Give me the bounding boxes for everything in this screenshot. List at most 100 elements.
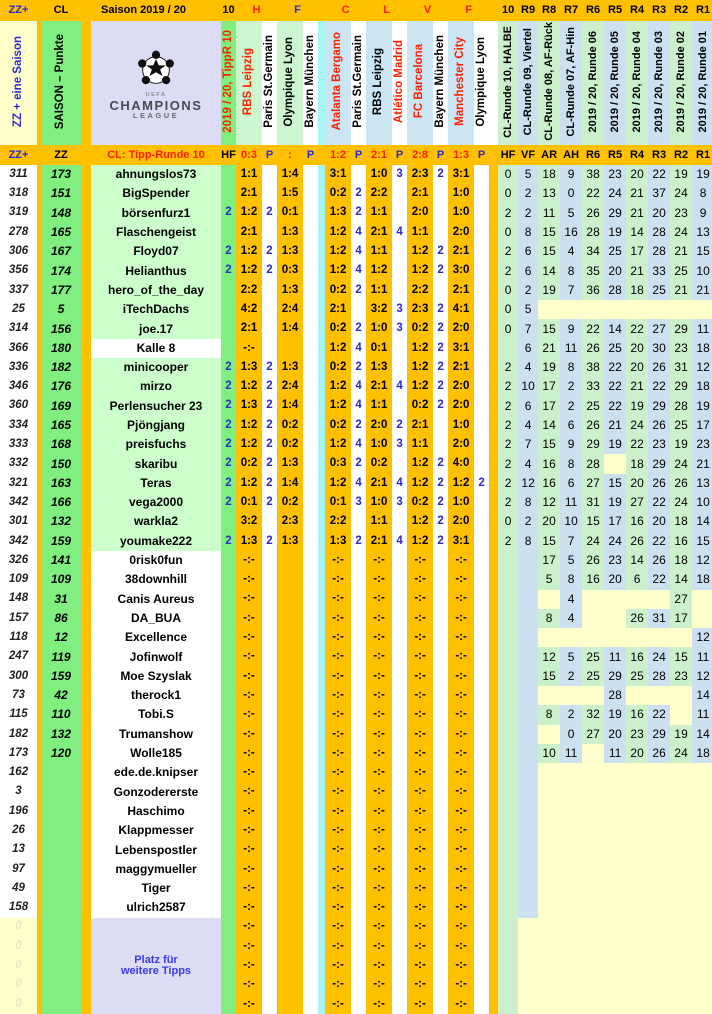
tip-b3[interactable]: -:-	[407, 898, 434, 918]
tip-a1[interactable]: 2:1	[236, 222, 262, 243]
tip-a2[interactable]: 1:4	[277, 319, 304, 339]
tip-a1[interactable]: 1:3	[236, 531, 262, 551]
tip-b4[interactable]: 1:0	[448, 203, 475, 223]
tip-b3[interactable]: -:-	[407, 724, 434, 744]
tip-b2[interactable]: 1:1	[366, 280, 393, 301]
tip-b3[interactable]: 1:2	[407, 338, 434, 358]
tip-b2[interactable]: 1:0	[366, 165, 393, 185]
tip-a1[interactable]: -:-	[236, 628, 262, 648]
tip-b4[interactable]: 2:0	[448, 319, 475, 339]
tip-b4[interactable]: 1:0	[448, 415, 475, 436]
tip-b1[interactable]: 0:3	[325, 454, 352, 474]
tip-b1[interactable]: -:-	[325, 936, 352, 957]
tip-b1[interactable]: -:-	[325, 840, 352, 860]
tip-b1[interactable]: -:-	[325, 570, 352, 590]
tip-a2[interactable]	[277, 878, 304, 899]
tip-a2[interactable]: 1:3	[277, 531, 304, 551]
tip-b4[interactable]: -:-	[448, 782, 475, 802]
tip-b2[interactable]: -:-	[366, 956, 393, 976]
tip-b1[interactable]: 1:2	[325, 338, 352, 358]
tip-a1[interactable]: 1:2	[236, 242, 262, 262]
tip-b4[interactable]: -:-	[448, 936, 475, 957]
table-row[interactable]: 346 176 mirzo 2 1:2 2 2:4 1:2 4 2:1 4 1:2 2 2:0 2 10 17 2…	[0, 377, 712, 397]
tip-b1[interactable]: 3:1	[325, 165, 352, 185]
tip-b3[interactable]: -:-	[407, 975, 434, 995]
tip-b3[interactable]: 2:0	[407, 203, 434, 223]
table-row[interactable]: 0 Platz für weitere Tipps -:- -:- -:- -:- -:-	[0, 917, 712, 1014]
tip-b4[interactable]: -:-	[448, 878, 475, 899]
tip-a1[interactable]: -:-	[236, 570, 262, 590]
tip-a2[interactable]: 1:3	[277, 454, 304, 474]
tip-a1[interactable]: -:-	[236, 763, 262, 783]
tip-b3[interactable]: -:-	[407, 647, 434, 667]
tip-b3[interactable]: -:-	[407, 801, 434, 822]
tip-a1[interactable]: 3:2	[236, 512, 262, 532]
tip-b3[interactable]: -:-	[407, 840, 434, 860]
tip-b2[interactable]: 2:2	[366, 184, 393, 204]
tip-b3[interactable]: -:-	[407, 628, 434, 648]
tip-b1[interactable]: 1:2	[325, 222, 352, 243]
tip-a1[interactable]: -:-	[236, 975, 262, 995]
tip-b4[interactable]: -:-	[448, 589, 475, 609]
tip-b4[interactable]: 2:0	[448, 222, 475, 243]
tip-b3[interactable]: 1:2	[407, 242, 434, 262]
tip-a1[interactable]: -:-	[236, 859, 262, 879]
tip-b2[interactable]: 2:1	[366, 473, 393, 494]
tip-b2[interactable]: 1:1	[366, 512, 393, 532]
tip-b4[interactable]: -:-	[448, 743, 475, 764]
tip-a1[interactable]: -:-	[236, 917, 262, 937]
nickname[interactable]: Tiger	[91, 878, 221, 899]
tip-a2[interactable]	[277, 628, 304, 648]
nickname[interactable]: börsenfurz1	[91, 203, 221, 223]
tip-b3[interactable]: -:-	[407, 743, 434, 764]
nickname[interactable]: joe.17	[91, 319, 221, 339]
nickname[interactable]: BigSpender	[91, 184, 221, 204]
tip-a2[interactable]: 2:3	[277, 512, 304, 532]
tip-a2[interactable]: 0:2	[277, 415, 304, 436]
tip-b2[interactable]: 2:0	[366, 415, 393, 436]
tip-b4[interactable]: -:-	[448, 859, 475, 879]
tip-b2[interactable]: -:-	[366, 840, 393, 860]
tip-a2[interactable]	[277, 686, 304, 706]
tip-a1[interactable]: 1:2	[236, 435, 262, 455]
tip-a2[interactable]	[277, 994, 304, 1014]
tip-a2[interactable]	[277, 782, 304, 802]
nickname[interactable]: Canis Aureus	[91, 589, 221, 609]
tip-b3[interactable]: 1:2	[407, 357, 434, 378]
nickname[interactable]: Perlensucher 23	[91, 396, 221, 416]
tip-a1[interactable]: -:-	[236, 801, 262, 822]
tip-a2[interactable]: 1:3	[277, 222, 304, 243]
tip-b3[interactable]: 2:2	[407, 280, 434, 301]
tip-a1[interactable]: 1:2	[236, 203, 262, 223]
tip-b2[interactable]: -:-	[366, 782, 393, 802]
tip-b2[interactable]: -:-	[366, 878, 393, 899]
tip-a2[interactable]	[277, 975, 304, 995]
tip-a1[interactable]: -:-	[236, 821, 262, 841]
tip-a2[interactable]	[277, 589, 304, 609]
tip-b1[interactable]: -:-	[325, 589, 352, 609]
table-row[interactable]: 306 167 Floyd07 2 1:2 2 1:3 1:2 4 1:1 1:2 2 2:1 2 6 15 4…	[0, 242, 712, 262]
tip-b4[interactable]: 3:1	[448, 531, 475, 551]
tip-b1[interactable]: -:-	[325, 608, 352, 629]
table-row[interactable]: 301 132 warkla2 3:2 2:3 2:2 1:1 1:2 2 2:0 0 2 20 10 15…	[0, 512, 712, 532]
tip-b2[interactable]: -:-	[366, 821, 393, 841]
tip-b1[interactable]: -:-	[325, 628, 352, 648]
tip-b2[interactable]: -:-	[366, 647, 393, 667]
tip-a1[interactable]: -:-	[236, 936, 262, 957]
tip-b3[interactable]: 0:2	[407, 319, 434, 339]
tip-b1[interactable]: 1:2	[325, 242, 352, 262]
tip-b2[interactable]: -:-	[366, 936, 393, 957]
tip-a1[interactable]: 2:2	[236, 280, 262, 301]
tip-b4[interactable]: -:-	[448, 801, 475, 822]
tip-a1[interactable]: 1:3	[236, 357, 262, 378]
tip-b2[interactable]: 0:2	[366, 454, 393, 474]
tip-a2[interactable]	[277, 550, 304, 571]
table-row[interactable]: 319 148 börsenfurz1 2 1:2 2 0:1 1:3 2 1:1 2:0 1:0 2 2…	[0, 203, 712, 223]
tip-b4[interactable]: -:-	[448, 840, 475, 860]
tip-b1[interactable]: -:-	[325, 763, 352, 783]
nickname[interactable]: Teras	[91, 473, 221, 494]
tip-b2[interactable]: -:-	[366, 628, 393, 648]
